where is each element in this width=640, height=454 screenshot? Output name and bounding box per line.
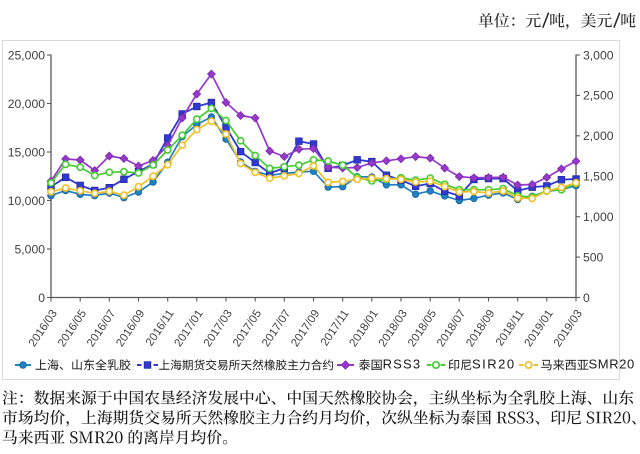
svg-text:5,000: 5,000: [15, 242, 46, 256]
svg-text:3,000: 3,000: [583, 48, 614, 62]
svg-text:1,500: 1,500: [583, 170, 614, 184]
svg-text:500: 500: [583, 250, 604, 264]
svg-text:0: 0: [583, 291, 590, 305]
svg-text:25,000: 25,000: [8, 48, 45, 62]
svg-text:1,000: 1,000: [583, 210, 614, 224]
svg-text:10,000: 10,000: [8, 194, 45, 208]
svg-text:2,000: 2,000: [583, 129, 614, 143]
svg-text:RSS3: RSS3: [383, 357, 422, 372]
svg-text:0: 0: [38, 291, 45, 305]
svg-text:15,000: 15,000: [8, 145, 45, 159]
svg-text:2,500: 2,500: [583, 89, 614, 103]
svg-text:20,000: 20,000: [8, 97, 45, 111]
svg-text:SIR20: SIR20: [472, 357, 516, 372]
svg-text:SMR20: SMR20: [589, 357, 635, 372]
